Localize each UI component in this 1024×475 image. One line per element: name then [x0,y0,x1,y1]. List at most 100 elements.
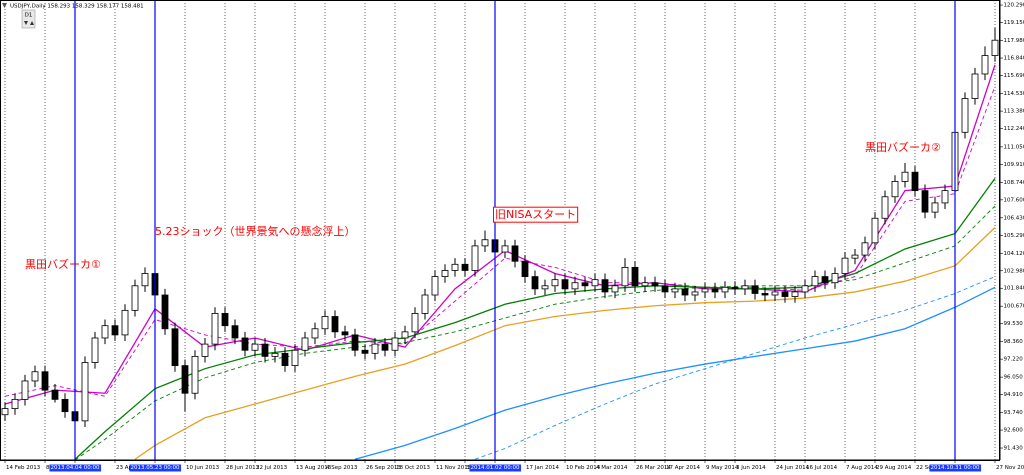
candle-body [651,282,659,287]
candle-body [521,260,529,277]
candle-body [181,365,189,394]
candle-body [561,279,569,290]
y-tick-label: 112.240 [1004,126,1024,132]
annotation: 5.23ショック（世界景気への懸念浮上） [155,224,356,238]
candle-body [501,245,509,253]
x-label-highlight-bg [49,464,102,472]
candle-body [421,294,429,314]
y-tick-label: 99.530 [1004,321,1024,327]
x-tick-label: 24 Jun 2014 [776,465,810,471]
y-tick-label: 104.120 [1004,251,1024,257]
x-tick-label: 17 Jan 2014 [526,465,559,471]
x-tick-label: 3 Jun 2014 [736,465,766,471]
x-label-highlight-bg [929,464,982,472]
y-tick-label: 97.220 [1004,357,1024,363]
candle-body [171,328,179,367]
candle-body [11,398,19,409]
candle-body [441,270,449,277]
candle-body [831,273,839,284]
candle-body [991,39,999,56]
candle-body [111,325,119,336]
candle-body [81,362,89,422]
x-tick-label: 26 Sep 2013 [366,465,401,471]
y-tick-label: 100.670 [1004,304,1024,310]
candle-body [91,337,99,363]
down-arrow[interactable] [24,21,28,25]
x-label-highlight-bg [129,464,182,472]
candle-body [381,343,389,351]
candle-body [611,285,619,293]
candle-body [871,217,879,244]
annotation: 黒田バズーカ② [865,140,941,154]
candle-body [21,380,29,400]
candle-body [911,171,919,192]
candle-body [551,279,559,287]
candle-body [731,286,739,290]
indicator-line [474,276,996,460]
y-tick-label: 107.600 [1004,197,1024,203]
candle-body [291,349,299,367]
candle-body [471,245,479,271]
candle-body [161,294,169,330]
candle-body [321,316,329,330]
y-tick-label: 116.840 [1004,56,1024,62]
y-tick-label: 102.980 [1004,268,1024,274]
candle-body [401,331,409,339]
y-tick-label: 114.530 [1004,91,1024,97]
y-tick-label: 119.150 [1004,20,1024,26]
y-tick-label: 109.910 [1004,162,1024,168]
overlay-layer: 黒田バズーカ① 5.23ショック（世界景気への懸念浮上） 旧NISAスタート 黒田バズ… [25,0,956,460]
candle-body [821,276,829,284]
candle-body [1,408,9,416]
candle-body [781,291,789,297]
candle-body [41,371,49,391]
candle-body [101,325,109,339]
candle-body [361,349,369,354]
y-tick-label: 92.600 [1004,428,1024,434]
symbol-info: USDJPY,Daily 158.293 158.329 158.177 158… [10,4,144,10]
candle-body [531,276,539,290]
candle-body [51,389,59,400]
candle-body [61,398,69,413]
candle-body [541,285,549,290]
y-tick-label: 108.740 [1004,180,1024,186]
menu-arrow[interactable] [2,3,7,8]
candle-body [801,285,809,293]
candle-body [281,352,289,367]
x-tick-label: 17 Apr 2014 [666,465,701,471]
annotation: 黒田バズーカ① [25,257,101,271]
candle-body [191,355,199,394]
up-arrow[interactable] [30,21,34,25]
timeframe-label: D1 [25,13,33,19]
candle-body [681,288,689,296]
x-tick-label: 27 Nov 2014 [996,465,1024,471]
y-tick-label: 111.050 [1004,144,1024,150]
annotation-box [493,206,579,223]
candle-body [711,288,719,293]
candle-body [261,343,269,357]
candle-body [641,282,649,287]
candle-body [331,316,339,333]
candle-body [851,254,859,259]
candle-body [961,98,969,133]
x-tick-label: 28 Jun 2013 [226,465,260,471]
indicator-line [134,227,996,460]
x-tick-label: 13 Aug 2013 [296,465,332,471]
candle-body [751,285,759,294]
candle-body [771,291,779,296]
candle-body [581,282,589,287]
y-tick-label: 106.430 [1004,215,1024,221]
candle-body [251,343,259,351]
x-tick-label: 14 Feb 2013 [6,465,41,471]
candle-body [691,291,699,296]
candle-body [451,263,459,271]
candle-body [221,313,229,327]
candle-body [241,337,249,351]
candle-body [371,343,379,354]
indicator-line [74,205,996,461]
y-tick-label: 96.050 [1004,375,1024,381]
candle-body [761,293,769,296]
candle-body [791,291,799,297]
x-tick-label: 22 Jul 2013 [256,465,288,471]
